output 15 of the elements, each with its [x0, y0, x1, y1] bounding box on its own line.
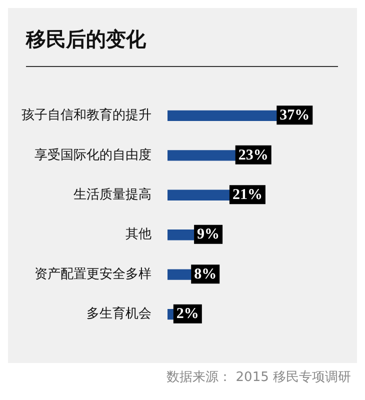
y-tick-label: 资产配置更安全多样	[34, 266, 152, 282]
data-label: 21%	[232, 187, 262, 204]
y-tick-label: 孩子自信和教育的提升	[22, 107, 152, 124]
y-tick-label: 生活质量提高	[74, 186, 152, 203]
data-label: 9%	[197, 226, 220, 243]
source-note: 数据来源： 2015 移民专项调研	[166, 369, 351, 386]
data-label: 8%	[194, 266, 217, 282]
chart-title: 移民后的变化	[26, 26, 146, 53]
y-tick-label: 其他	[126, 227, 152, 242]
bar	[168, 309, 174, 320]
y-tick-label: 多生育机会	[86, 306, 152, 322]
data-label: 23%	[238, 147, 268, 164]
data-label: 2%	[176, 306, 199, 322]
data-label: 37%	[280, 108, 310, 124]
y-tick-label: 享受国际化的自由度	[34, 146, 152, 163]
